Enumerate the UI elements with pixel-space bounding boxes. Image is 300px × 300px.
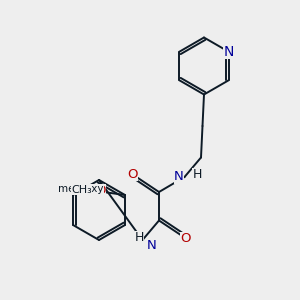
Text: H: H [192, 168, 202, 182]
Text: O: O [181, 232, 191, 245]
Text: H: H [135, 231, 144, 244]
Text: methoxy: methoxy [58, 184, 104, 194]
Text: N: N [224, 45, 234, 59]
Text: O: O [95, 184, 106, 197]
Text: N: N [147, 239, 157, 252]
Text: CH₃: CH₃ [71, 184, 92, 195]
Text: O: O [127, 167, 138, 181]
Text: N: N [174, 170, 184, 184]
